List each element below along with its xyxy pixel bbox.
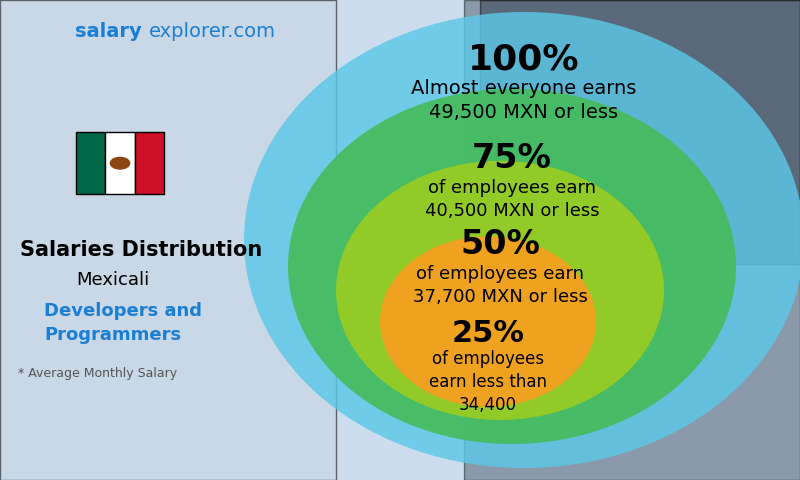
Text: explorer.com: explorer.com — [149, 22, 276, 41]
Text: salary: salary — [74, 22, 142, 41]
Circle shape — [110, 157, 130, 169]
FancyBboxPatch shape — [0, 0, 336, 480]
FancyBboxPatch shape — [76, 132, 106, 194]
Ellipse shape — [380, 237, 596, 407]
Text: of employees earn
40,500 MXN or less: of employees earn 40,500 MXN or less — [425, 179, 599, 220]
Text: Developers and
Programmers: Developers and Programmers — [44, 302, 202, 344]
Ellipse shape — [288, 89, 736, 444]
Text: 75%: 75% — [472, 142, 552, 175]
Text: of employees earn
37,700 MXN or less: of employees earn 37,700 MXN or less — [413, 265, 587, 306]
Text: * Average Monthly Salary: * Average Monthly Salary — [18, 367, 177, 380]
Text: of employees
earn less than
34,400: of employees earn less than 34,400 — [429, 350, 547, 413]
Text: 50%: 50% — [460, 228, 540, 261]
FancyBboxPatch shape — [480, 0, 800, 264]
FancyBboxPatch shape — [464, 0, 800, 480]
Ellipse shape — [244, 12, 800, 468]
Text: Salaries Distribution: Salaries Distribution — [20, 240, 262, 260]
Text: Almost everyone earns
49,500 MXN or less: Almost everyone earns 49,500 MXN or less — [411, 79, 637, 122]
Ellipse shape — [336, 161, 664, 420]
FancyBboxPatch shape — [106, 132, 134, 194]
FancyBboxPatch shape — [134, 132, 164, 194]
Text: Mexicali: Mexicali — [76, 271, 150, 289]
Text: 100%: 100% — [468, 43, 580, 77]
Text: 25%: 25% — [451, 319, 525, 348]
